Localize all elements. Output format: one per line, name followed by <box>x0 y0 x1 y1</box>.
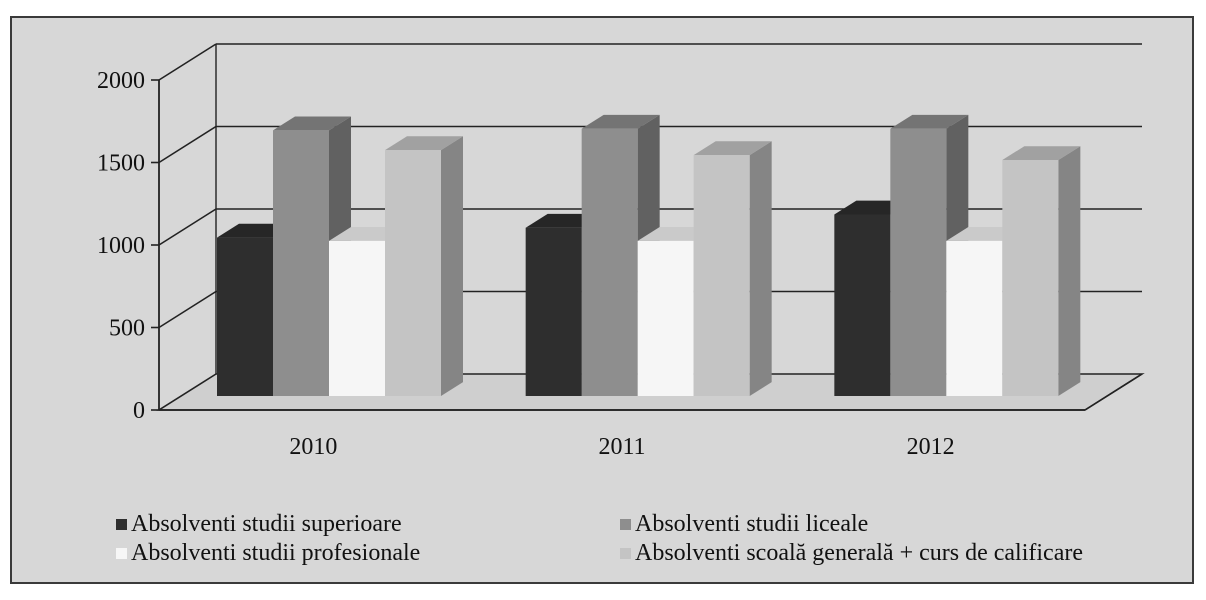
bar-calificare-2010 <box>385 136 463 396</box>
gridline-side <box>158 290 217 329</box>
legend-item-liceale: Absolventi studii liceale <box>620 511 868 537</box>
legend-label-superioare: Absolventi studii superioare <box>131 511 402 537</box>
bar-front-face <box>273 130 329 396</box>
bar-side-face <box>441 136 463 396</box>
bar-top-face <box>1002 146 1081 161</box>
y-tick-label: 1000 <box>97 233 145 259</box>
legend-item-superioare: Absolventi studii superioare <box>116 511 402 537</box>
bar-top-face <box>273 116 351 131</box>
legend-item-scoala-generala: Absolventi scoală generală + curs de cal… <box>620 540 1083 566</box>
x-category-label: 2011 <box>598 434 645 460</box>
y-tick-label: 500 <box>109 316 145 342</box>
legend-label-scoala-generala: Absolventi scoală generală + curs de cal… <box>635 540 1083 566</box>
bar-side-face <box>1058 146 1081 396</box>
gridline-side <box>158 43 217 81</box>
bar-top-face <box>693 141 772 156</box>
bar-front-face <box>834 214 891 396</box>
bar-side-face <box>749 141 772 396</box>
legend-swatch-scoala-generala <box>620 547 631 559</box>
bar-front-face <box>1002 160 1059 396</box>
legend-swatch-liceale <box>620 518 631 530</box>
y-axis-ticks: 0 500 1000 1500 2000 <box>97 68 145 424</box>
bar-front-face <box>329 240 385 396</box>
bar-chart-3d: 0 500 1000 1500 2000 2010 2011 2012 <box>97 43 1145 460</box>
bar-front-face <box>525 227 582 396</box>
legend-swatch-superioare <box>116 518 127 530</box>
y-tick-label: 2000 <box>97 68 145 94</box>
legend-swatch-profesionale <box>116 547 127 559</box>
y-tick-label: 1500 <box>97 151 145 177</box>
bar-front-face <box>890 128 947 396</box>
bar-front-face <box>693 155 750 396</box>
bar-calificare-2011 <box>693 141 772 396</box>
bar-front-face <box>385 150 441 396</box>
x-category-label: 2010 <box>289 434 337 460</box>
legend-item-profesionale: Absolventi studii profesionale <box>116 540 420 566</box>
bar-front-face <box>217 237 273 396</box>
bar-calificare-2012 <box>1002 146 1081 396</box>
x-category-label: 2012 <box>907 434 955 460</box>
bars <box>217 114 1081 397</box>
bar-front-face <box>581 128 638 396</box>
bar-front-face <box>946 240 1003 396</box>
bar-top-face <box>385 136 463 151</box>
floor-right-edge <box>1084 373 1143 411</box>
x-axis-categories: 2010 2011 2012 <box>159 373 1143 460</box>
bar-top-face <box>890 114 969 129</box>
legend-label-profesionale: Absolventi studii profesionale <box>131 540 421 566</box>
y-tick-label: 0 <box>133 398 145 424</box>
gridline-side <box>158 208 217 246</box>
bar-top-face <box>581 114 660 129</box>
bar-front-face <box>637 240 694 396</box>
legend-label-liceale: Absolventi studii liceale <box>635 511 869 537</box>
chart-frame: 0 500 1000 1500 2000 2010 2011 2012 Absolventi… <box>10 16 1194 584</box>
gridline-side <box>158 125 217 164</box>
